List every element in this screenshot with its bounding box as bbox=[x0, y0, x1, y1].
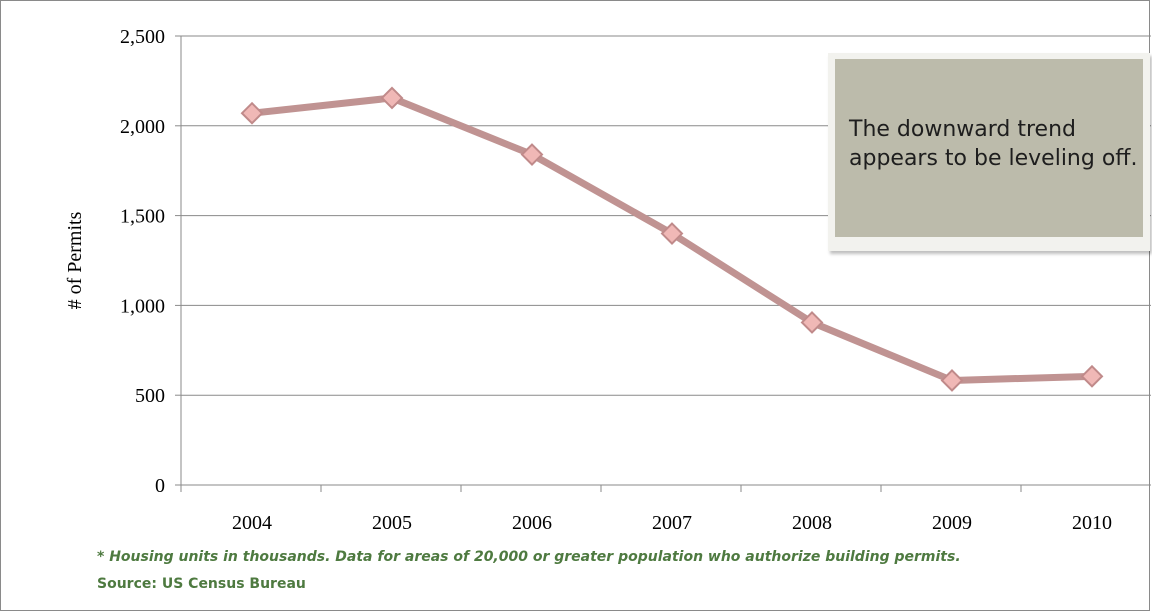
data-point-marker bbox=[660, 222, 684, 245]
x-tick-label: 2010 bbox=[1072, 512, 1112, 534]
x-tick-label: 2005 bbox=[372, 512, 412, 534]
y-tick-label: 1,500 bbox=[120, 206, 165, 228]
y-tick-label: 1,000 bbox=[120, 295, 165, 317]
y-tick-label: 0 bbox=[155, 475, 165, 497]
data-point-marker bbox=[940, 369, 964, 392]
annotation-text: The downward trend appears to be levelin… bbox=[849, 117, 1138, 171]
annotation-callout: The downward trend appears to be levelin… bbox=[828, 53, 1150, 251]
x-tick-label: 2006 bbox=[512, 512, 552, 534]
x-tick-label: 2008 bbox=[792, 512, 832, 534]
data-point-marker bbox=[520, 143, 544, 166]
data-point-marker bbox=[240, 101, 264, 125]
y-tick-label: 2,500 bbox=[120, 26, 165, 48]
y-tick-label: 2,000 bbox=[120, 116, 165, 138]
y-axis-title: # of Permits bbox=[64, 211, 86, 309]
x-tick-label: 2007 bbox=[652, 512, 692, 534]
x-tick-label: 2004 bbox=[232, 512, 272, 534]
footnote: * Housing units in thousands. Data for a… bbox=[97, 549, 961, 565]
source-note: Source: US Census Bureau bbox=[97, 576, 306, 592]
data-point-marker bbox=[380, 86, 404, 110]
x-tick-label: 2009 bbox=[932, 512, 972, 534]
y-tick-label: 500 bbox=[135, 385, 165, 407]
data-point-marker bbox=[800, 311, 824, 334]
data-point-marker bbox=[1080, 364, 1104, 388]
annotation-callout-fill bbox=[835, 59, 1143, 237]
